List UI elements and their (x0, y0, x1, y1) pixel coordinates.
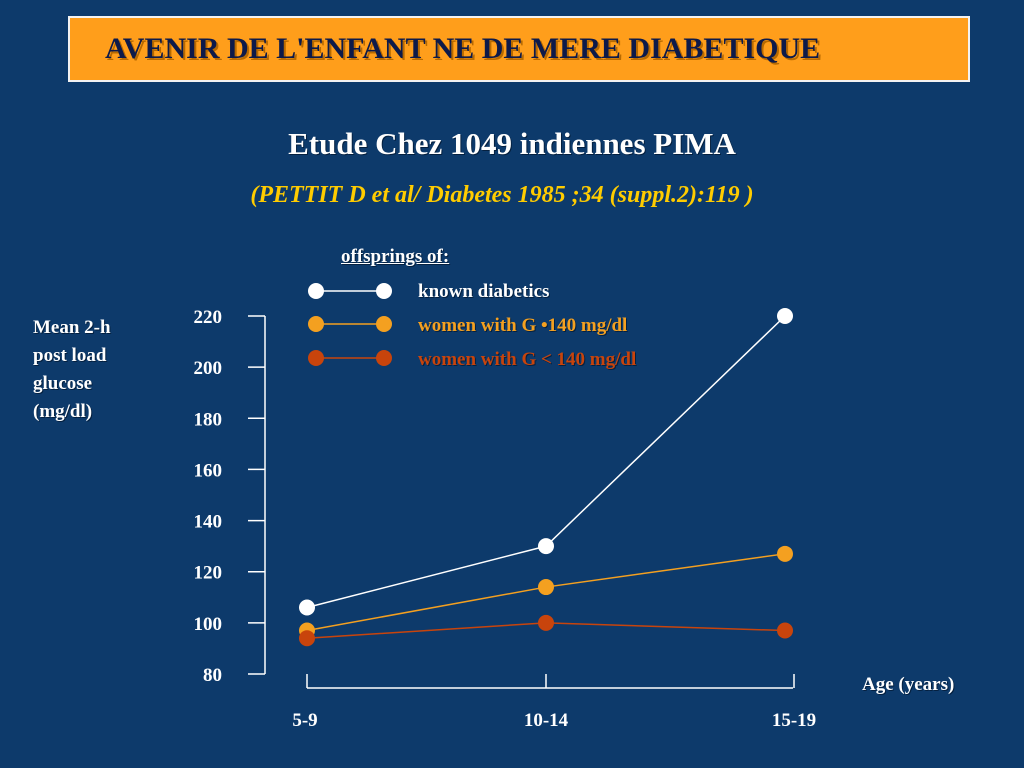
title-banner: AVENIR DE L'ENFANT NE DE MERE DIABETIQUE (68, 16, 970, 82)
chart-subtitle: Etude Chez 1049 indiennes PIMA (288, 126, 736, 161)
legend-marker-known-diabetics (376, 283, 392, 299)
legend-marker-women-lt-140 (376, 350, 392, 366)
legend-label-known-diabetics: known diabetics (418, 281, 550, 302)
y-axis-label: Mean 2-h post load glucose (mg/dl) (33, 317, 111, 422)
data-point-known-diabetics (538, 538, 554, 555)
x-tick-label: 15-19 (772, 710, 816, 731)
y-tick-label: 120 (194, 563, 223, 584)
legend-title: offsprings of: (341, 246, 450, 267)
data-point-women-ge-140 (777, 545, 793, 562)
x-axis-label: Age (years) (862, 674, 955, 695)
y-tick-label: 100 (194, 614, 223, 635)
y-tick-label: 160 (194, 460, 223, 481)
legend-label-women-ge-140: women with G •140 mg/dl (418, 315, 628, 336)
legend-marker-women-lt-140 (308, 350, 324, 366)
y-tick-label: 220 (194, 307, 223, 328)
y-tick-label: 180 (194, 409, 223, 430)
x-tick-label: 10-14 (524, 710, 569, 731)
data-point-known-diabetics (777, 308, 793, 324)
data-point-women-lt-140 (538, 614, 554, 631)
legend-label-women-lt-140: women with G < 140 mg/dl (418, 349, 637, 370)
page-title: AVENIR DE L'ENFANT NE DE MERE DIABETIQUE (105, 32, 821, 65)
y-tick-label: 200 (194, 358, 223, 379)
x-tick-label: 5-9 (292, 710, 317, 731)
y-tick-label: 80 (203, 665, 222, 686)
legend-marker-women-ge-140 (376, 316, 392, 332)
y-tick-label: 140 (194, 512, 223, 533)
legend-marker-women-ge-140 (308, 316, 324, 332)
legend-marker-known-diabetics (308, 283, 324, 299)
data-point-women-ge-140 (538, 579, 554, 596)
data-point-known-diabetics (299, 599, 315, 616)
data-point-women-lt-140 (299, 630, 315, 647)
data-point-women-lt-140 (777, 622, 793, 639)
reference-citation: (PETTIT D et al/ Diabetes 1985 ;34 (supp… (250, 182, 754, 208)
